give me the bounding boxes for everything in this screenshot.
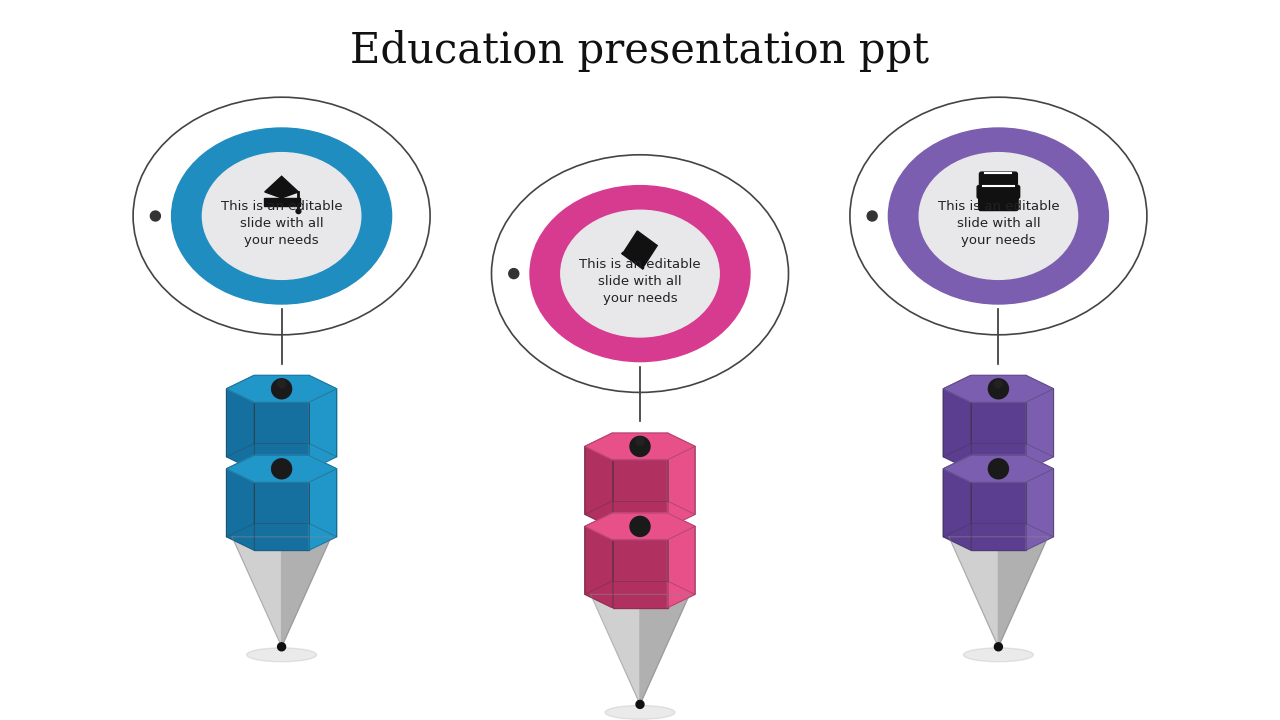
Polygon shape — [265, 176, 298, 198]
Polygon shape — [590, 595, 640, 704]
Polygon shape — [227, 469, 255, 550]
Polygon shape — [255, 375, 308, 444]
Ellipse shape — [172, 128, 392, 304]
Polygon shape — [943, 375, 972, 456]
Ellipse shape — [530, 186, 750, 361]
Text: This is an editable
slide with all
your needs: This is an editable slide with all your … — [220, 200, 343, 247]
Polygon shape — [667, 433, 695, 514]
Polygon shape — [227, 375, 337, 402]
Polygon shape — [255, 402, 308, 470]
Polygon shape — [227, 389, 255, 470]
Polygon shape — [640, 595, 690, 704]
Circle shape — [995, 643, 1002, 651]
Polygon shape — [1025, 469, 1053, 550]
Polygon shape — [227, 456, 255, 537]
Polygon shape — [613, 513, 667, 581]
Polygon shape — [308, 375, 337, 456]
Polygon shape — [585, 433, 695, 460]
Polygon shape — [943, 456, 1053, 482]
Polygon shape — [227, 375, 255, 456]
Ellipse shape — [202, 153, 361, 279]
Ellipse shape — [247, 648, 316, 662]
Polygon shape — [585, 433, 613, 514]
Polygon shape — [943, 456, 972, 537]
FancyBboxPatch shape — [979, 197, 1018, 210]
Polygon shape — [255, 456, 308, 523]
FancyBboxPatch shape — [977, 185, 1020, 199]
Polygon shape — [972, 402, 1025, 470]
Circle shape — [988, 459, 1009, 479]
Text: This is an editable
slide with all
your needs: This is an editable slide with all your … — [579, 258, 701, 305]
Circle shape — [636, 438, 644, 446]
Polygon shape — [667, 526, 695, 608]
Polygon shape — [972, 456, 1025, 523]
Polygon shape — [308, 389, 337, 470]
Polygon shape — [613, 540, 667, 608]
Polygon shape — [943, 389, 972, 470]
Circle shape — [278, 643, 285, 651]
Polygon shape — [613, 433, 667, 501]
Polygon shape — [227, 456, 337, 482]
Circle shape — [150, 211, 160, 221]
Polygon shape — [998, 537, 1048, 647]
Circle shape — [630, 436, 650, 456]
Circle shape — [630, 516, 650, 536]
Ellipse shape — [605, 706, 675, 719]
Polygon shape — [585, 526, 613, 608]
Polygon shape — [943, 469, 972, 550]
Polygon shape — [623, 231, 657, 268]
Polygon shape — [585, 446, 613, 528]
Polygon shape — [282, 537, 332, 647]
Circle shape — [636, 701, 644, 708]
Polygon shape — [972, 375, 1025, 444]
Bar — [264, 198, 300, 207]
Text: Education presentation ppt: Education presentation ppt — [351, 30, 929, 72]
Text: This is an editable
slide with all
your needs: This is an editable slide with all your … — [937, 200, 1060, 247]
Circle shape — [988, 379, 1009, 399]
Polygon shape — [943, 375, 1053, 402]
Circle shape — [296, 209, 301, 214]
Circle shape — [508, 269, 518, 279]
Polygon shape — [1025, 456, 1053, 537]
Polygon shape — [972, 482, 1025, 550]
Ellipse shape — [964, 648, 1033, 662]
Polygon shape — [232, 537, 282, 647]
Polygon shape — [1025, 389, 1053, 470]
Circle shape — [278, 380, 285, 388]
Polygon shape — [255, 482, 308, 550]
Polygon shape — [1025, 375, 1053, 456]
FancyBboxPatch shape — [979, 172, 1018, 185]
Polygon shape — [667, 446, 695, 528]
Circle shape — [271, 379, 292, 399]
Polygon shape — [585, 513, 613, 595]
Polygon shape — [308, 469, 337, 550]
Polygon shape — [613, 460, 667, 528]
Ellipse shape — [561, 210, 719, 337]
Polygon shape — [585, 513, 695, 540]
Circle shape — [995, 380, 1002, 388]
Ellipse shape — [888, 128, 1108, 304]
Circle shape — [867, 211, 877, 221]
Polygon shape — [948, 537, 998, 647]
Polygon shape — [308, 456, 337, 537]
Polygon shape — [667, 513, 695, 595]
Circle shape — [271, 459, 292, 479]
Ellipse shape — [919, 153, 1078, 279]
